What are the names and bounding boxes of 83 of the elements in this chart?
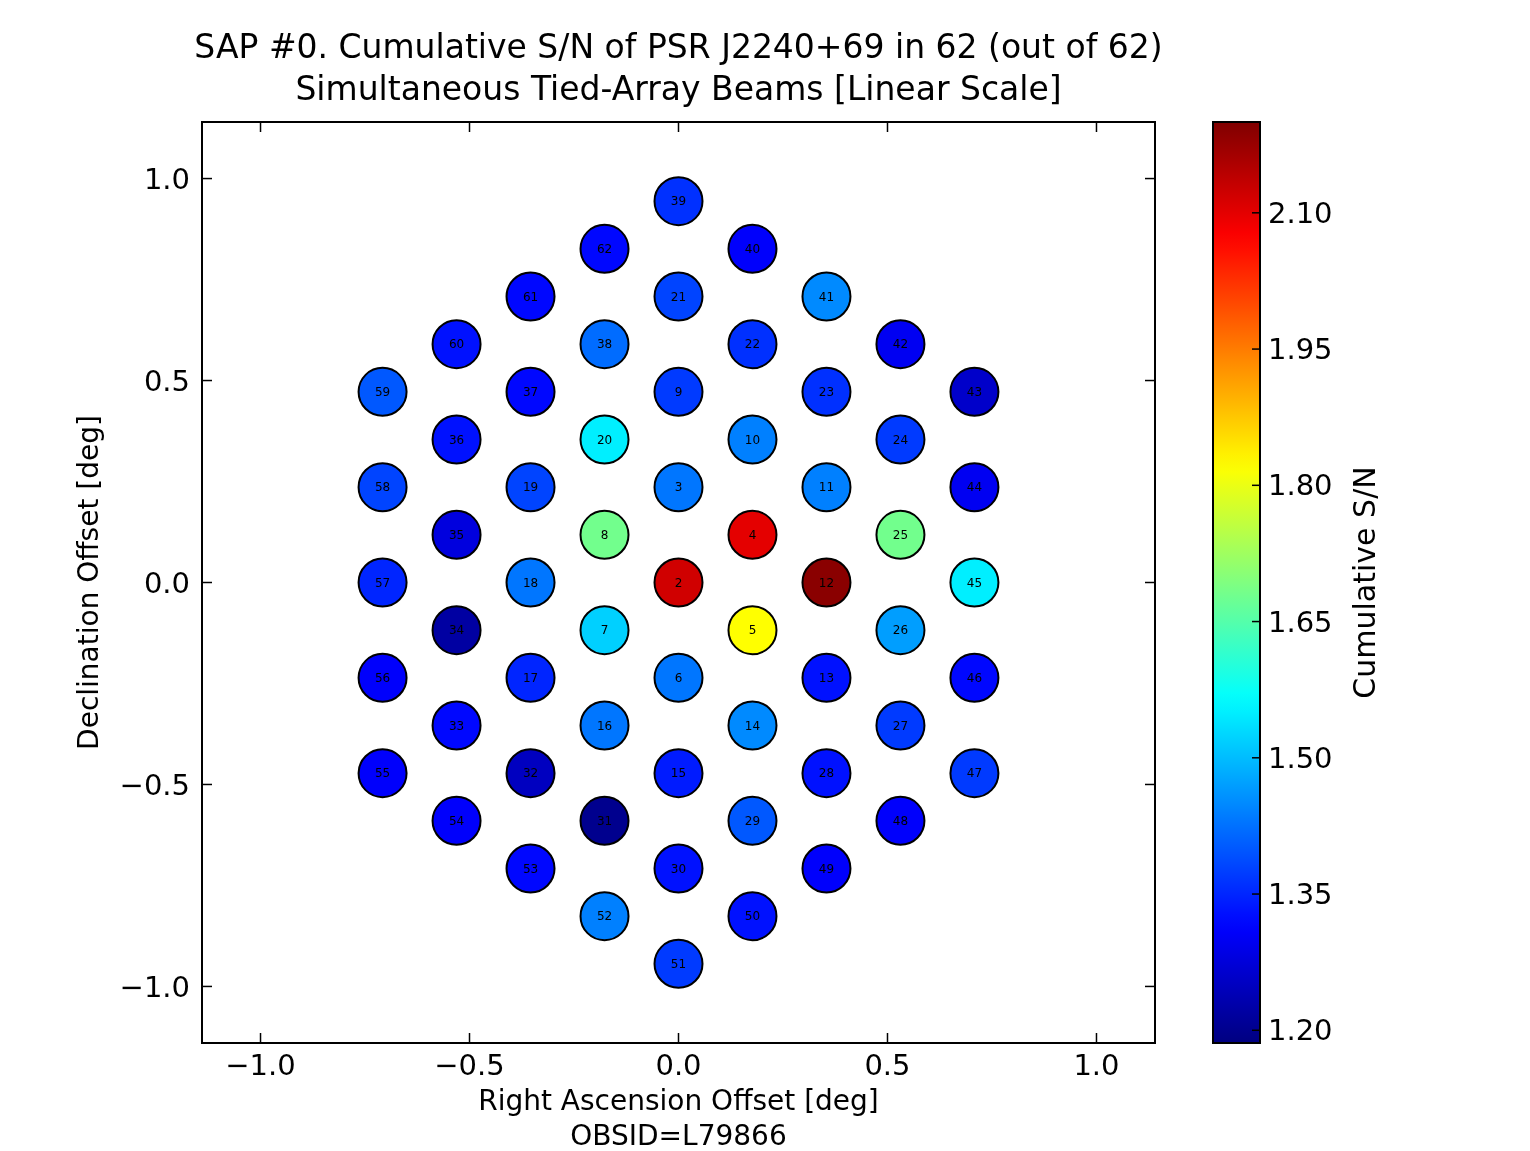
annotation: 37 — [522, 385, 539, 400]
annotation: 2 — [674, 575, 683, 590]
annotation: 21 — [670, 289, 687, 304]
annotation: 13 — [818, 671, 835, 686]
annotation: 35 — [448, 528, 465, 543]
color-bar-label: 1.35 — [1268, 877, 1333, 912]
annotation: 23 — [818, 385, 835, 400]
color-bar-label: 2.10 — [1268, 195, 1333, 230]
y-tick-label: 1.0 — [143, 161, 190, 196]
color-bar-label: 1.95 — [1268, 332, 1333, 367]
annotation: 3 — [674, 480, 683, 495]
annotation: 51 — [670, 957, 687, 972]
chart-title: SAP #0. Cumulative S/N of PSR J2240+69 in 62 (out of 62) Simultaneous Tied-Array Beams [Linear Scale] — [194, 27, 1163, 108]
annotation: 14 — [744, 718, 761, 733]
annotation: 32 — [522, 766, 539, 781]
annotation: 59 — [374, 385, 391, 400]
annotation: 62 — [596, 242, 613, 257]
annotation: 30 — [670, 861, 687, 876]
annotation: 26 — [892, 623, 909, 638]
annotation: 46 — [966, 671, 983, 686]
annotation: 12 — [818, 575, 835, 590]
annotation: 45 — [966, 575, 983, 590]
annotation: 49 — [818, 861, 835, 876]
annotation: 25 — [892, 528, 909, 543]
annotation: 19 — [522, 480, 539, 495]
annotation: 56 — [374, 671, 391, 686]
annotation: 39 — [670, 194, 687, 209]
annotation: 57 — [374, 575, 391, 590]
annotation: 53 — [522, 861, 539, 876]
annotation: 20 — [596, 432, 613, 447]
x-tick-label: 1.0 — [1073, 1048, 1120, 1082]
annotation: 29 — [744, 814, 761, 829]
annotation: 15 — [670, 766, 687, 781]
x-tick-label: 0.5 — [864, 1048, 911, 1082]
annotation: 8 — [600, 528, 609, 543]
x-tick-label: −1.0 — [225, 1048, 296, 1082]
annotation: 17 — [522, 671, 539, 686]
x-tick-label: −0.5 — [434, 1048, 505, 1082]
annotation: 60 — [448, 337, 465, 352]
annotation: 5 — [748, 623, 757, 638]
text: OBSID=L79866 — [570, 1119, 787, 1151]
annotation: 36 — [448, 432, 465, 447]
annotation: 18 — [522, 575, 539, 590]
annotation: 47 — [966, 766, 983, 781]
color-bar-label: 1.80 — [1268, 468, 1333, 503]
annotation: 27 — [892, 718, 909, 733]
annotation: 41 — [818, 289, 835, 304]
annotation: 48 — [892, 814, 909, 829]
x-tick-label: 0.0 — [655, 1048, 702, 1082]
annotation: 31 — [596, 814, 613, 829]
annotation: 44 — [966, 480, 983, 495]
x-axis-title: Right Ascension Offset [deg] — [478, 1084, 879, 1117]
annotation: 7 — [600, 623, 609, 638]
color-bar-label: 1.50 — [1268, 740, 1333, 775]
annotation: 24 — [892, 432, 909, 447]
annotation: 11 — [818, 480, 835, 495]
color-bar-title: Cumulative S/N — [1347, 466, 1382, 699]
annotation: 50 — [744, 909, 761, 924]
annotation: 58 — [374, 480, 391, 495]
annotation: 10 — [744, 432, 761, 447]
annotation: 16 — [596, 718, 613, 733]
annotation: 54 — [448, 814, 465, 829]
annotation: 43 — [966, 385, 983, 400]
y-tick-label: −1.0 — [119, 969, 190, 1004]
annotation: 61 — [522, 289, 539, 304]
color-bar-label: 1.65 — [1268, 604, 1333, 639]
annotation: 42 — [892, 337, 909, 352]
annotation: 22 — [744, 337, 761, 352]
annotation: 28 — [818, 766, 835, 781]
y-axis-title: Declination Offset [deg] — [72, 415, 105, 750]
annotation: 52 — [596, 909, 613, 924]
annotation: 38 — [596, 337, 613, 352]
annotation: 34 — [448, 623, 465, 638]
annotation: 6 — [674, 671, 683, 686]
annotation: 55 — [374, 766, 391, 781]
y-tick-label: 0.0 — [143, 565, 190, 600]
annotation: 4 — [748, 528, 757, 543]
y-tick-label: 0.5 — [143, 363, 190, 398]
annotation: 33 — [448, 718, 465, 733]
color-bar-label: 1.20 — [1268, 1013, 1333, 1048]
annotation: 9 — [674, 385, 683, 400]
annotation: 40 — [744, 242, 761, 257]
y-tick-label: −0.5 — [119, 767, 190, 802]
